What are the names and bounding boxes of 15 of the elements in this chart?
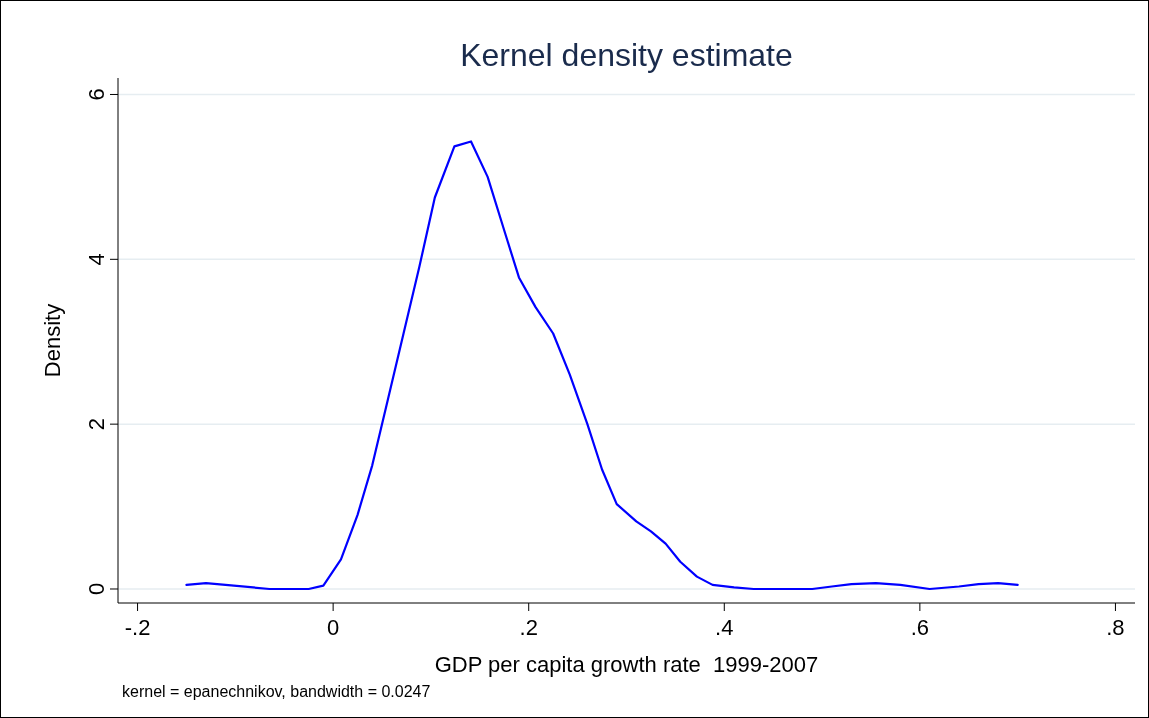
y-tick-label: 0	[84, 582, 109, 596]
x-tick-label: -.2	[124, 615, 151, 640]
y-tick-label: 4	[84, 253, 109, 266]
x-axis-title: GDP per capita growth rate 1999-2007	[434, 652, 819, 677]
y-axis-title: Density	[40, 303, 65, 378]
x-tick-label: .2	[519, 615, 538, 640]
y-tick-label: 6	[84, 88, 109, 101]
x-tick-label: .4	[715, 615, 734, 640]
y-tick-label: 2	[84, 418, 109, 431]
x-tick-label: .6	[910, 615, 930, 640]
x-tick-label: .8	[1106, 615, 1125, 640]
x-tick-label: 0	[327, 615, 340, 640]
text: kernel = epanechnikov, bandwidth = 0.0247	[122, 683, 431, 700]
chart-title: Kernel density estimate	[460, 37, 793, 73]
line-series	[185, 140, 1019, 591]
